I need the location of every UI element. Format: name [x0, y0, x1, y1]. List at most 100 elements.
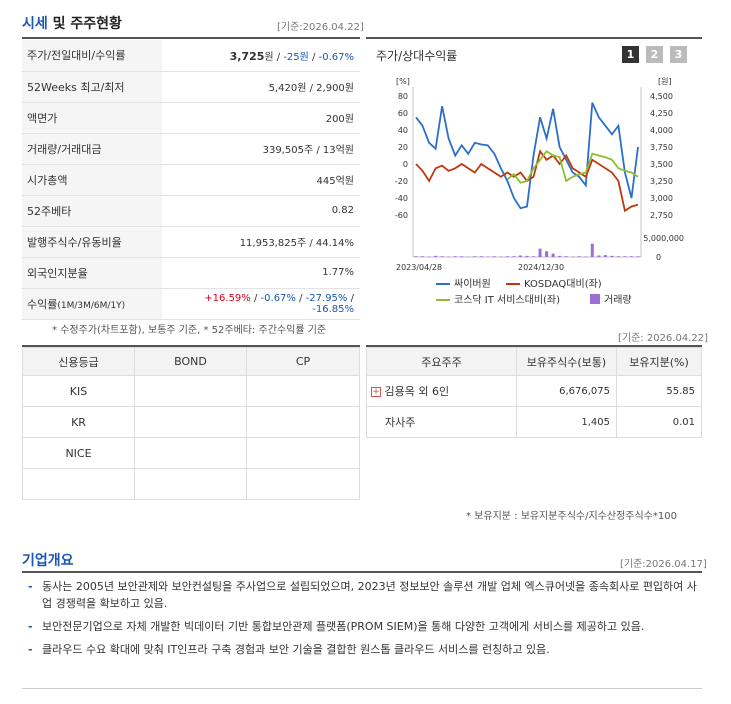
separator: / [308, 51, 319, 63]
volume-zero: 0 [656, 253, 661, 262]
volume-bar [453, 256, 457, 257]
left-tick-label: 40 [398, 126, 408, 135]
volume-bar [636, 256, 640, 257]
right-unit: [원] [658, 77, 672, 86]
row-value: 339,505주 / 13억원 [162, 133, 360, 165]
volume-bar [499, 256, 503, 258]
col-header: BOND [134, 347, 247, 376]
market-section-title: 시세 및 주주현황 [22, 13, 122, 33]
row-label: 주가/전일대비/수익률 [22, 40, 162, 72]
left-tick-label: 20 [398, 143, 408, 152]
holder-shares: 1,405 [516, 406, 617, 438]
shareholders-table: 주요주주 보유주식수(보통) 보유지분(%) + 김용옥 외 6인 6,676,… [366, 347, 702, 438]
volume-bar [590, 243, 594, 257]
left-tick-label: 80 [398, 92, 408, 101]
cp-cell [246, 406, 360, 438]
row-value: 5,420원 / 2,900원 [162, 71, 360, 103]
table-row: 52Weeks 최고/최저 5,420원 / 2,900원 [22, 71, 360, 103]
volume-bar [584, 256, 588, 258]
price-unit: 원 [264, 51, 274, 63]
divider [22, 571, 702, 573]
holder-name: 자사주 [366, 406, 517, 438]
volume-bar [421, 256, 425, 257]
volume-bar [545, 251, 549, 257]
row-label: 52Weeks 최고/최저 [22, 71, 162, 103]
volume-bar [623, 256, 627, 257]
legend-b: KOSDAQ대비(좌) [524, 278, 602, 290]
returns-sub: (1M/3M/6M/1Y) [57, 300, 126, 311]
right-tick-label: 4,250 [650, 109, 673, 118]
row-value: 200원 [162, 102, 360, 134]
volume-bar [440, 256, 444, 257]
overview-list: - 동사는 2005년 보안관제와 보안컨설팅을 주사업으로 설립되었으며, 20… [22, 578, 702, 664]
price-chart: [%] [원] 80 60 40 20 0 -20 -40 -60 4,500 4,250 4,0… [395, 77, 684, 306]
price-value: 3,725원 / -25원 / -0.67% [162, 40, 360, 72]
row-label: 발행주식수/유동비율 [22, 226, 162, 258]
return-6m: -27.95% [305, 292, 348, 304]
volume-bar [466, 256, 470, 258]
left-unit: [%] [396, 77, 410, 86]
separator: / [299, 292, 306, 304]
table-row: 수익률(1M/3M/6M/1Y) +16.59% / -0.67% / -27.… [22, 288, 360, 320]
table-row: 액면가 200원 [22, 102, 360, 134]
table-row: 52주베타 0.82 [22, 195, 360, 227]
holder-pct: 0.01 [616, 406, 702, 438]
series-lines [415, 102, 639, 213]
legend-swatch-d [590, 294, 600, 304]
holder-cell: + 김용옥 외 6인 [366, 375, 517, 407]
x-label-start: 2023/04/28 [396, 263, 442, 272]
holder-pct: 55.85 [616, 375, 702, 407]
col-header: 주요주주 [366, 347, 517, 376]
row-label: 52주베타 [22, 195, 162, 227]
agency-name: NICE [22, 437, 135, 469]
table-row: 발행주식수/유동비율 11,953,825주 / 44.14% [22, 226, 360, 258]
right-tick-label: 3,250 [650, 177, 673, 186]
volume-bar [427, 256, 431, 258]
volume-bar [532, 256, 536, 257]
volume-tick: 5,000,000 [643, 234, 684, 243]
volume-bar [486, 256, 490, 258]
chart-page-button-2[interactable]: 2 [646, 46, 663, 63]
table-row: 시가총액 445억원 [22, 164, 360, 196]
title-rest: 및 주주현황 [47, 16, 122, 32]
return-1m: +16.59% [204, 292, 251, 304]
dash-icon: - [28, 620, 33, 633]
legend-a: 싸이버원 [454, 278, 491, 290]
series-line-2 [506, 150, 639, 184]
chart-page-button-3[interactable]: 3 [670, 46, 687, 63]
right-tick-label: 3,750 [650, 143, 673, 152]
shareholders-date: [기준: 2026.04.22] [618, 333, 709, 344]
volume-bar [525, 255, 529, 257]
footnote-left: * 수정주가(차트포함), 보통주 기준, * 52주베타: 주간수익률 기준 [52, 325, 327, 336]
holder-shares: 6,676,075 [516, 375, 617, 407]
credit-rating-table: 신용등급 BOND CP KIS KR NICE [22, 347, 360, 500]
volume-bar [571, 256, 575, 258]
holder-name[interactable]: 김용옥 외 6인 [384, 385, 450, 398]
volume-bar [558, 255, 562, 257]
volume-bar [447, 256, 451, 258]
chart-page-button-1[interactable]: 1 [622, 46, 639, 63]
volume-bar [629, 256, 633, 257]
table-row: KR [22, 406, 360, 438]
dash-icon: - [28, 643, 33, 656]
divider [366, 345, 702, 347]
left-tick-label: -20 [395, 177, 408, 186]
overview-text: 동사는 2005년 보안관제와 보안컨설팅을 주사업으로 설립되었으며, 202… [42, 580, 697, 610]
divider [366, 37, 702, 39]
expand-plus-icon[interactable]: + [371, 387, 381, 397]
right-tick-label: 4,000 [650, 126, 673, 135]
table-row [22, 468, 360, 500]
volume-bar [538, 248, 542, 257]
volume-bar [479, 256, 483, 257]
return-3m: -0.67% [260, 292, 296, 304]
volume-bar [597, 255, 601, 257]
volume-bars [414, 243, 640, 258]
volume-bar [505, 256, 509, 257]
divider [22, 37, 360, 39]
separator: / [350, 292, 354, 304]
left-tick-label: -40 [395, 194, 408, 203]
stock-info-table: 주가/전일대비/수익률 3,725원 / -25원 / -0.67% 52Wee… [22, 40, 360, 320]
divider [22, 345, 360, 347]
right-tick-label: 2,750 [650, 211, 673, 220]
table-row: 자사주 1,405 0.01 [366, 406, 702, 438]
